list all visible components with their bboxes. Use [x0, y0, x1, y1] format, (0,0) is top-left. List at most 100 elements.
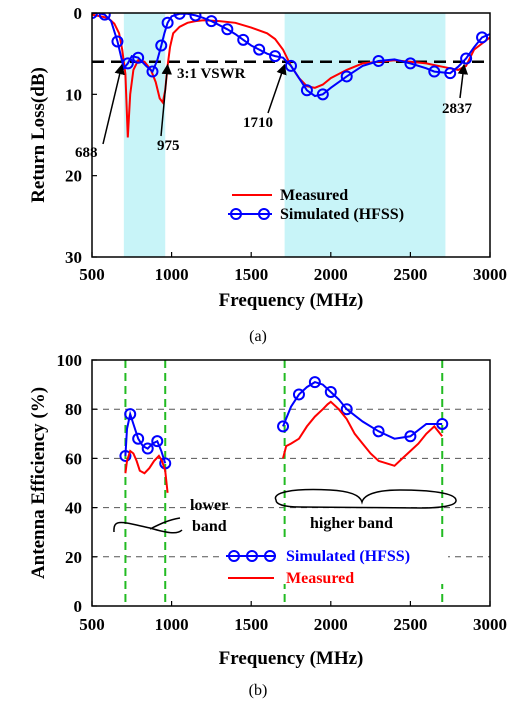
simulated-point: [98, 13, 111, 21]
legend-label-measured: Measured: [280, 187, 348, 204]
simulated-point: [404, 430, 417, 443]
simulated-point: [460, 52, 473, 65]
simulated-point: [132, 51, 145, 64]
simulated-point: [324, 385, 337, 398]
x-axis-label: Frequency (MHz): [219, 648, 364, 669]
simulated-point: [404, 57, 417, 70]
simulated-point: [428, 65, 441, 78]
simulated-point: [141, 442, 154, 455]
caption-b: (b): [249, 682, 268, 699]
measured-line: [92, 13, 490, 138]
x-tick-label: 3000: [473, 265, 507, 284]
higher-band-brace: higher band: [274, 488, 457, 532]
simulated-point: [269, 50, 282, 63]
measured-line: [282, 400, 443, 467]
annotation-label: 2837: [442, 101, 473, 117]
band-edge-lines: [124, 360, 444, 606]
y-tick-label: 30: [65, 248, 82, 267]
x-tick-label: 2500: [393, 265, 427, 284]
y-tick-label: 0: [74, 597, 83, 616]
simulated-line: [282, 381, 443, 440]
legend-marker-simulated: [228, 550, 240, 562]
legend-label-simulated: Simulated (HFSS): [286, 548, 410, 565]
annotation-label: 975: [157, 138, 180, 154]
simulated-point: [205, 15, 218, 28]
simulated-point: [340, 403, 353, 416]
legend: Simulated (HFSS) Measured: [222, 542, 448, 587]
legend-marker-simulated: [258, 208, 270, 220]
x-tick-label: 2000: [314, 615, 348, 634]
y-tick-label: 10: [65, 85, 82, 104]
caption-a: (a): [249, 328, 267, 345]
simulated-point: [292, 388, 305, 401]
shaded-band: [284, 13, 446, 257]
y-tick-label: 60: [65, 449, 82, 468]
vswr-label: 3:1 VSWR: [177, 66, 246, 82]
simulated-point: [300, 84, 313, 97]
simulated-point: [132, 432, 145, 445]
legend: Measured Simulated (HFSS): [228, 187, 404, 223]
simulated-point: [151, 435, 164, 448]
y-tick-label: 20: [65, 548, 82, 567]
measured-line: [124, 449, 169, 493]
plot-frame: [91, 12, 491, 258]
y-tick-label: 20: [65, 167, 82, 186]
simulated-point: [119, 449, 132, 462]
axis-ticks: 500 1000 1500 2000 2500 3000 0 10 20 30: [65, 4, 507, 284]
x-tick-label: 1000: [155, 615, 189, 634]
return-loss-chart: 500 1000 1500 2000 2500 3000 0 10 20 30 688 975 171…: [28, 4, 507, 345]
simulated-point: [161, 16, 174, 29]
annotation-arrow: [102, 63, 125, 145]
y-tick-label: 0: [74, 4, 83, 23]
simulated-point: [436, 417, 449, 430]
x-tick-label: 500: [79, 265, 105, 284]
simulated-point: [340, 70, 353, 83]
simulated-point: [308, 376, 321, 389]
annotation-label: 1710: [243, 115, 273, 131]
legend-marker-simulated: [230, 208, 242, 220]
simulated-point: [277, 420, 290, 433]
x-tick-label: 1500: [234, 615, 268, 634]
x-tick-label: 2500: [393, 615, 427, 634]
legend-label-measured: Measured: [286, 570, 354, 587]
y-tick-label: 80: [65, 400, 82, 419]
x-axis-label: Frequency (MHz): [219, 290, 364, 311]
y-axis-label: Antenna Efficiency (%): [28, 387, 49, 579]
x-tick-label: 3000: [473, 615, 507, 634]
antenna-efficiency-chart: 500 1000 1500 2000 2500 3000 0 20 40 60 80 100 lowe…: [28, 351, 507, 699]
annotation-arrow: [267, 63, 287, 114]
simulated-point: [372, 54, 385, 67]
higher-band-label: higher band: [310, 515, 393, 532]
lower-band-brace: lower band: [113, 497, 228, 535]
legend-marker-simulated: [246, 550, 258, 562]
annotation-arrow: [457, 63, 469, 99]
x-tick-label: 1500: [234, 265, 268, 284]
x-tick-label: 500: [79, 615, 105, 634]
y-tick-label: 100: [57, 351, 83, 370]
plot-frame: [91, 359, 491, 607]
legend-label-simulated: Simulated (HFSS): [280, 206, 404, 223]
simulated-point: [444, 67, 457, 80]
simulated-point: [173, 13, 186, 20]
x-tick-label: 1000: [155, 265, 189, 284]
simulated-point: [237, 33, 250, 46]
simulated-point: [316, 88, 329, 101]
frequency-annotations: 688 975 1710 2837: [75, 63, 473, 161]
series-group: [92, 13, 490, 138]
simulated-point: [253, 43, 266, 56]
x-tick-label: 2000: [314, 265, 348, 284]
y-axis-label: Return Loss(dB): [28, 67, 49, 203]
simulated-point: [155, 39, 168, 52]
annotation-arrow: [160, 63, 172, 137]
simulated-point: [124, 408, 137, 421]
lower-band-label-word2: band: [192, 518, 227, 535]
simulated-point: [476, 31, 489, 44]
annotation-label: 688: [75, 145, 98, 161]
simulated-point: [111, 35, 124, 48]
series-group: [119, 376, 449, 493]
y-tick-label: 40: [65, 499, 82, 518]
simulated-point: [221, 23, 234, 36]
simulated-point: [121, 57, 134, 70]
simulated-point: [189, 13, 202, 22]
